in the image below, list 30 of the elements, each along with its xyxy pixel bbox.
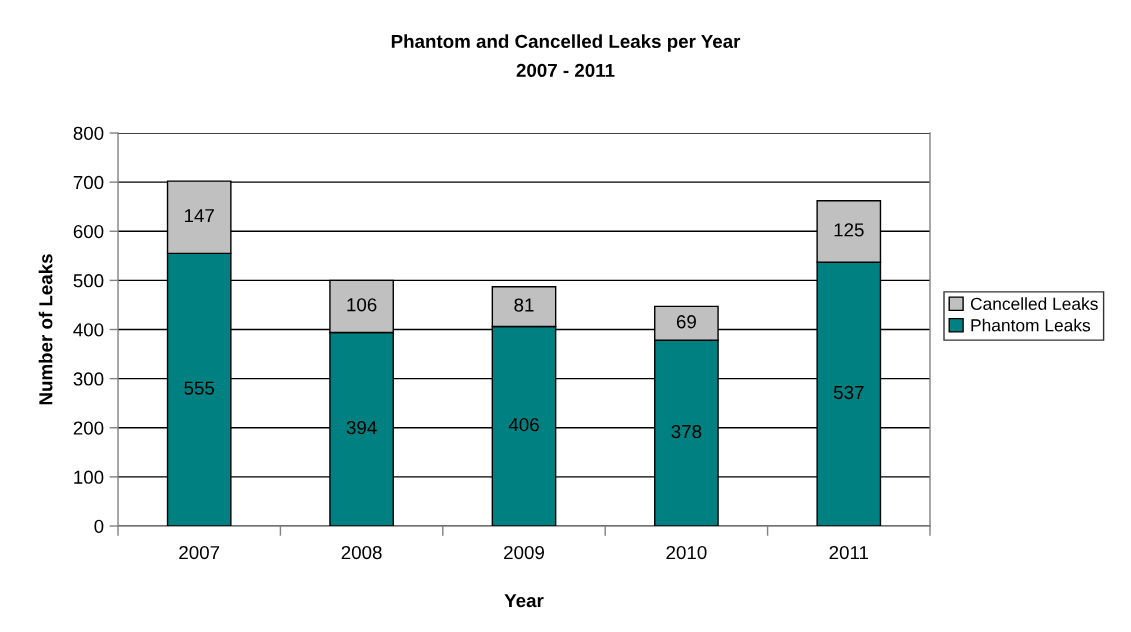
y-tick-label: 200 (73, 421, 104, 435)
x-tick-label: 2007 (179, 545, 220, 560)
data-label: 394 (346, 420, 377, 435)
data-label: 147 (184, 209, 214, 223)
x-axis-title: Year (504, 594, 544, 608)
data-label: 69 (676, 315, 696, 329)
data-label: 378 (671, 424, 702, 439)
data-label: 81 (514, 298, 534, 312)
x-tick-label: 2011 (829, 545, 869, 560)
y-tick-label: 400 (73, 323, 104, 337)
data-label: 555 (184, 381, 215, 395)
chart-subtitle: 2007 - 2011 (516, 63, 615, 78)
y-tick-label: 800 (73, 126, 104, 140)
y-tick-label: 500 (73, 274, 104, 288)
data-label: 106 (347, 298, 377, 312)
legend-label: Phantom Leaks (971, 318, 1091, 332)
x-tick-label: 2009 (504, 545, 544, 560)
data-label: 125 (834, 223, 864, 237)
y-tick-label: 100 (74, 470, 104, 484)
y-tick-label: 300 (73, 372, 104, 386)
legend-label: Cancelled Leaks (970, 297, 1098, 310)
x-tick-label: 2010 (666, 545, 707, 560)
chart-title: Phantom and Cancelled Leaks per Year (391, 34, 741, 52)
y-tick-label: 600 (73, 224, 104, 239)
y-axis-title: Number of Leaks (38, 254, 53, 405)
x-tick-label: 2008 (341, 545, 382, 560)
data-label: 406 (508, 418, 539, 432)
y-tick-label: 700 (73, 175, 104, 190)
y-tick-label: 0 (94, 519, 104, 533)
data-label: 537 (833, 385, 864, 400)
